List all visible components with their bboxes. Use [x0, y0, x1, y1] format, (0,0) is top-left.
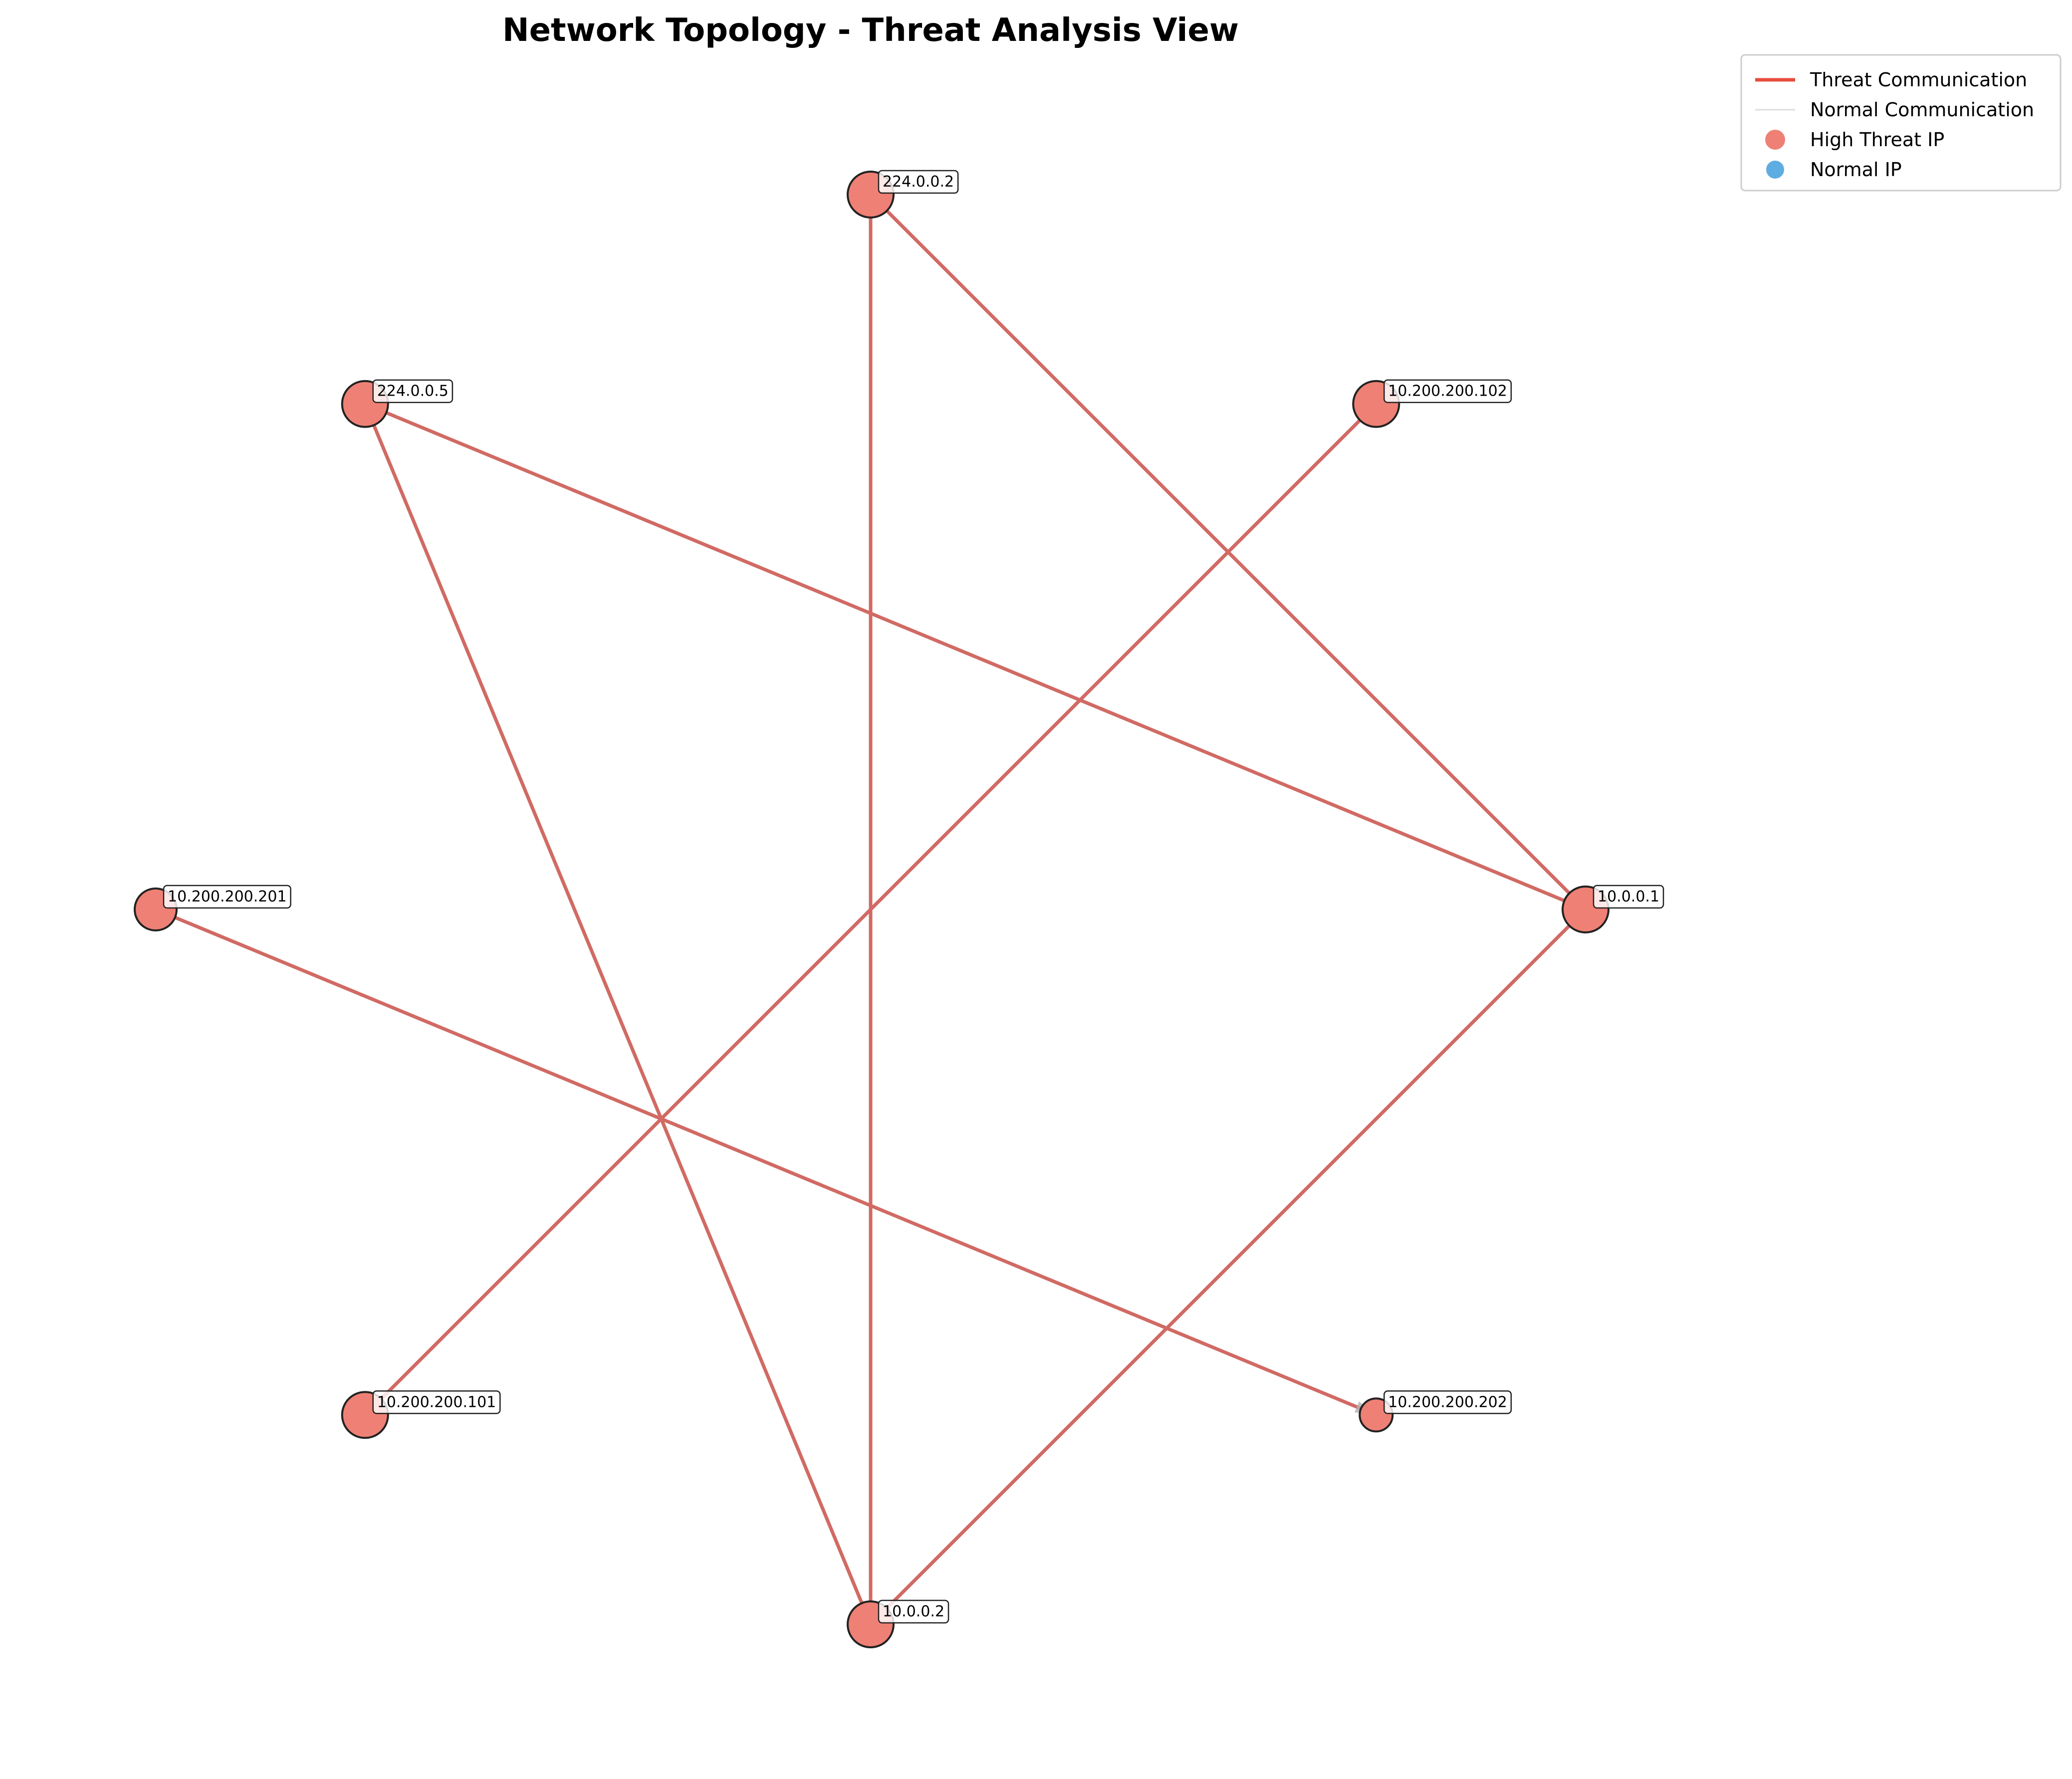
node-label-text: 10.200.200.102: [1388, 383, 1507, 400]
legend-entry: Normal Communication: [1755, 99, 2034, 121]
edge-10.0.0.1-to-10.0.0.2: [869, 907, 1588, 1626]
edge-224.0.0.5-to-10.0.0.1: [363, 402, 1588, 911]
node-label-box: [163, 885, 291, 909]
node-label-text: 10.200.200.201: [168, 888, 287, 905]
edge-10.200.200.102-to-10.200.200.101: [363, 402, 1378, 1417]
node-label-box: [372, 1390, 501, 1414]
edges-layer: [154, 193, 1588, 1626]
node-label: 10.0.0.1: [1593, 885, 1664, 909]
edge-224.0.0.5-to-10.0.0.2: [363, 402, 873, 1626]
node-label: 10.200.200.202: [1383, 1390, 1512, 1414]
legend-label: Threat Communication: [1810, 69, 2027, 91]
legend-marker-swatch: [1765, 130, 1785, 150]
node-label: 224.0.0.2: [878, 170, 959, 194]
legend-label: Normal IP: [1810, 159, 1902, 181]
legend: Threat Communication Normal Communication…: [1740, 54, 2062, 192]
node-label-text: 10.200.200.202: [1388, 1393, 1507, 1411]
labels-layer: 224.0.0.2 224.0.0.5 10.200.200.102 10.200.2…: [163, 170, 1664, 1624]
node-label-box: [878, 170, 959, 194]
legend-entry: Threat Communication: [1755, 69, 2027, 91]
edge-10.200.200.201-to-10.200.200.202: [154, 907, 1378, 1417]
nodes-layer: [134, 171, 1610, 1648]
node-label: 10.200.200.201: [163, 885, 291, 909]
node-label-box: [372, 379, 454, 403]
node-label-text: 10.200.200.101: [377, 1393, 496, 1411]
legend-entry: Normal IP: [1766, 159, 1902, 181]
node-label-text: 224.0.0.5: [377, 383, 449, 400]
chart-title: Network Topology - Threat Analysis View: [502, 12, 1239, 49]
node-label-box: [1383, 379, 1512, 403]
node-label: 224.0.0.5: [372, 379, 454, 403]
legend-entry: High Threat IP: [1765, 129, 1944, 151]
node-label-box: [1383, 1390, 1512, 1414]
node-label-box: [878, 1599, 949, 1624]
node-label: 10.200.200.101: [372, 1390, 501, 1414]
legend-label: High Threat IP: [1810, 129, 1944, 151]
legend-label: Normal Communication: [1810, 99, 2034, 121]
node-label-text: 224.0.0.2: [883, 173, 954, 191]
node-label-text: 10.0.0.1: [1598, 888, 1659, 905]
legend-frame: [1740, 54, 2062, 192]
node-label: 10.200.200.102: [1383, 379, 1512, 403]
node-label-text: 10.0.0.2: [883, 1603, 944, 1620]
legend-marker-swatch: [1766, 161, 1784, 179]
node-label-box: [1593, 885, 1664, 909]
node-label: 10.0.0.2: [878, 1599, 949, 1624]
